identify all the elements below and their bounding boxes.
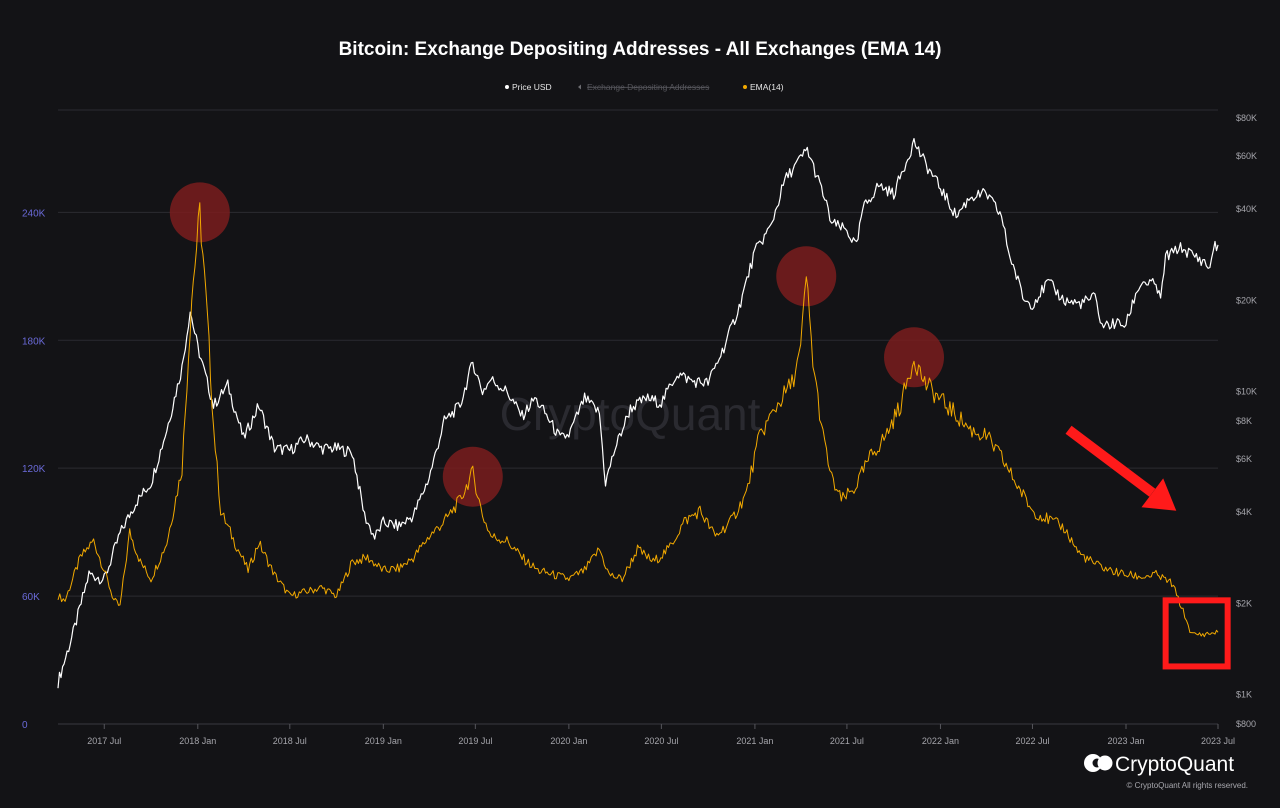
x-tick-label: 2019 Jan bbox=[365, 736, 402, 746]
x-tick-label: 2019 Jul bbox=[458, 736, 492, 746]
right-tick-label: $2K bbox=[1236, 598, 1252, 608]
legend-price-marker bbox=[505, 85, 509, 89]
left-tick-label: 60K bbox=[22, 592, 40, 603]
x-axis-ticks: 2017 Jul 2018 Jan 2018 Jul 2019 Jan 2019 Jul… bbox=[87, 724, 1235, 746]
series-ema14-line bbox=[57, 202, 1219, 638]
grid-lines bbox=[58, 211, 1218, 725]
left-tick-label: 240K bbox=[22, 208, 46, 219]
annotations-overlay bbox=[1065, 425, 1231, 670]
legend-ema-label[interactable]: EMA(14) bbox=[750, 82, 784, 92]
x-tick-label: 2020 Jan bbox=[550, 736, 587, 746]
brand-logo: CryptoQuant bbox=[1084, 753, 1234, 776]
x-tick-label: 2023 Jan bbox=[1107, 736, 1144, 746]
legend-ema-marker bbox=[743, 85, 747, 89]
watermark: CryptoQuant bbox=[500, 388, 761, 440]
chart-title: Bitcoin: Exchange Depositing Addresses -… bbox=[339, 39, 942, 60]
right-tick-label: $40K bbox=[1236, 204, 1257, 214]
legend-addresses-marker bbox=[578, 84, 581, 90]
arrow-head bbox=[1141, 478, 1177, 511]
legend-addresses-label[interactable]: Exchange Depositing Addresses bbox=[587, 82, 709, 92]
right-tick-label: $60K bbox=[1236, 151, 1257, 161]
right-tick-label: $4K bbox=[1236, 507, 1252, 517]
legend: Price USD Exchange Depositing Addresses … bbox=[505, 82, 784, 92]
x-tick-label: 2020 Jul bbox=[644, 736, 678, 746]
right-tick-label: $8K bbox=[1236, 416, 1252, 426]
right-tick-label: $800 bbox=[1236, 719, 1256, 729]
left-tick-label: 0 bbox=[22, 720, 28, 731]
left-tick-label: 120K bbox=[22, 464, 46, 475]
right-tick-label: $20K bbox=[1236, 295, 1257, 305]
highlight-box bbox=[1162, 597, 1231, 670]
series-price-usd-line bbox=[57, 138, 1219, 689]
right-tick-label: $6K bbox=[1236, 454, 1252, 464]
legend-price-label[interactable]: Price USD bbox=[512, 82, 552, 92]
highlight-circle bbox=[442, 446, 503, 507]
x-tick-label: 2021 Jan bbox=[736, 736, 773, 746]
highlight-circle bbox=[776, 246, 837, 307]
left-tick-label: 180K bbox=[22, 336, 46, 347]
brand-name: CryptoQuant bbox=[1115, 753, 1234, 776]
x-tick-label: 2022 Jan bbox=[922, 736, 959, 746]
x-tick-label: 2017 Jul bbox=[87, 736, 121, 746]
right-tick-label: $10K bbox=[1236, 387, 1257, 397]
right-tick-label: $1K bbox=[1236, 690, 1252, 700]
left-axis-ticks: 0 60K 120K 180K 240K bbox=[22, 208, 46, 731]
x-tick-label: 2022 Jul bbox=[1015, 736, 1049, 746]
x-tick-label: 2023 Jul bbox=[1201, 736, 1235, 746]
x-tick-label: 2021 Jul bbox=[830, 736, 864, 746]
x-tick-label: 2018 Jan bbox=[179, 736, 216, 746]
highlight-circle bbox=[884, 327, 945, 388]
copyright: © CryptoQuant All rights reserved. bbox=[1127, 781, 1249, 790]
arrow-shaft bbox=[1065, 425, 1156, 497]
right-tick-label: $80K bbox=[1236, 113, 1257, 123]
logo-icon-dot bbox=[1097, 755, 1113, 771]
right-axis-ticks: $800 $1K $2K $4K $6K $8K $10K $20K $40K $60K $80K bbox=[1236, 113, 1257, 729]
x-tick-label: 2018 Jul bbox=[273, 736, 307, 746]
